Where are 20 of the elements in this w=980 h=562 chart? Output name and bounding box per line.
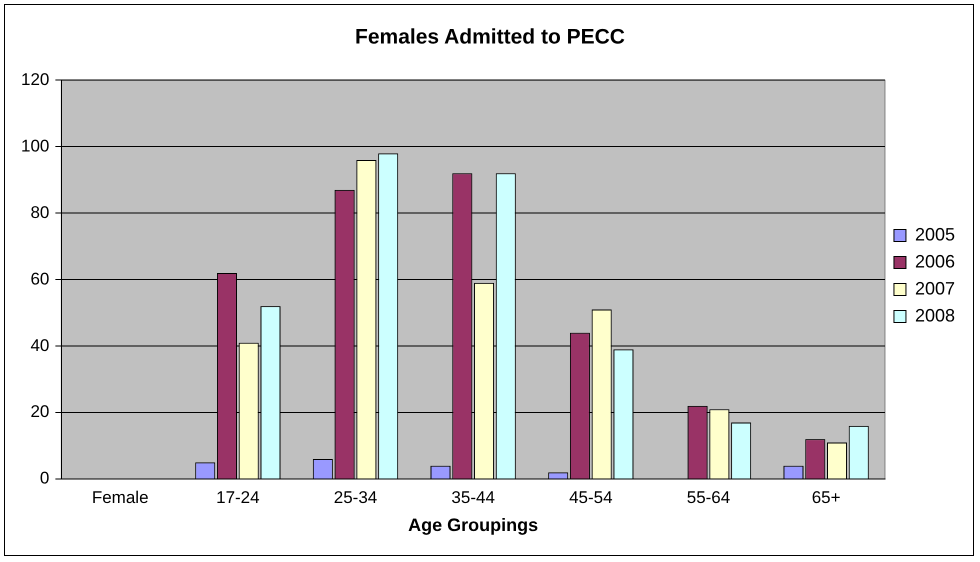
- y-tick-label: 0: [40, 468, 50, 488]
- x-axis-title: Age Groupings: [408, 515, 538, 536]
- x-tick-label: 45-54: [569, 488, 613, 507]
- x-tick-label: 25-34: [334, 488, 378, 507]
- chart-title: Females Admitted to PECC: [355, 25, 625, 48]
- legend-label: 2007: [914, 278, 956, 298]
- x-tick-label: 65+: [812, 488, 841, 507]
- y-tick-label: 20: [30, 402, 50, 422]
- x-tick-label: 17-24: [216, 488, 260, 507]
- x-tick-label: Female: [92, 488, 149, 507]
- x-tick-label: 55-64: [686, 488, 730, 507]
- x-tick-label: 35-44: [451, 488, 495, 507]
- legend-label: 2005: [914, 224, 956, 244]
- legend-label: 2008: [914, 305, 956, 326]
- y-tick-label: 100: [20, 136, 50, 156]
- y-tick-label: 80: [30, 202, 50, 222]
- y-tick-label: 40: [30, 336, 50, 355]
- y-tick-label: 60: [30, 269, 50, 288]
- legend-label: 2006: [914, 251, 956, 272]
- y-tick-label: 120: [20, 70, 50, 89]
